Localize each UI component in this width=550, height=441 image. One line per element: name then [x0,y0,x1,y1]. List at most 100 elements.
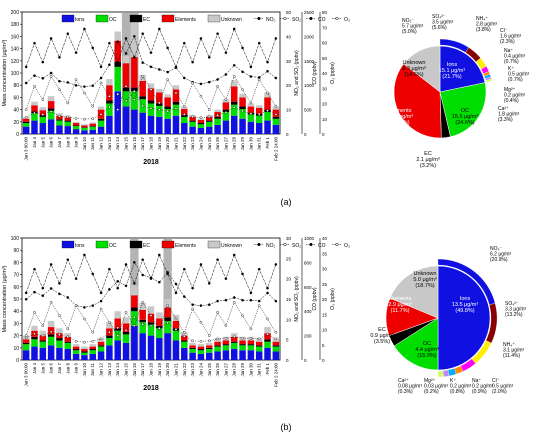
bar-ec [47,334,55,337]
bar-oc [197,124,205,128]
bar-ions [214,124,221,134]
gas-trace-point [33,111,36,115]
y3-axis-label: CO (ppbv) [312,287,318,310]
gas-trace-point [249,65,253,69]
gas-trace-point [49,75,53,78]
gas-trace-point [266,109,269,112]
y2-axis-label: NO₂ and SO₂ (ppbv) [294,50,300,96]
gas-trace-point [49,263,53,266]
bar-unknown [97,106,105,110]
gas-trace-point [266,60,269,64]
gas-trace-point [58,114,61,118]
gas-trace-point [232,253,236,257]
gas-trace-point [91,330,95,334]
right-tick-label: 25 [286,256,292,261]
gas-trace-point [99,307,103,311]
bar-ions [22,350,30,360]
bar-elements [239,97,246,107]
gas-trace-point [133,315,136,319]
bar-oc [47,336,55,346]
right-tick-label: 0 [286,132,289,137]
ion-label-name: SO₄²⁻ [432,14,446,20]
gas-trace-point [58,333,61,337]
bar-elements [181,108,188,116]
ion-label-name: Ca²⁺ [398,378,409,384]
gas-trace-point [74,51,78,54]
x-tick-label: Jan 17 [140,363,145,377]
gas-trace-point [141,104,144,108]
x-tick-label: Jan 3 00:00 [24,363,29,387]
bar-oc [197,350,205,354]
bar-oc [64,342,72,350]
ion-label-percent: (0.7%) [504,59,519,65]
bar-oc [31,339,38,347]
bar-elements [147,313,155,323]
bar-ions [22,126,30,134]
gas-trace-point [249,75,253,78]
right-tick-label: 10 [322,328,328,333]
bar-unknown [47,320,55,328]
bar-unknown [114,311,121,319]
bar-unknown [139,302,146,310]
bar-elements [255,341,263,346]
gas-trace-point [182,334,186,338]
bar-ec [197,123,205,125]
legend-marker [257,242,261,247]
right-tick-label: 40 [322,236,328,241]
gas-trace-point [174,291,178,295]
x-tick-label: Jan 10 [82,137,87,151]
bar-unknown [81,124,88,126]
gas-trace-point [33,311,36,314]
bar-elements [114,318,121,329]
pie-slice-unknown [389,265,439,319]
bar-ec [172,101,180,105]
right-tick-label: 200 [304,334,312,339]
right-tick-label: 30 [286,59,292,64]
bar-oc [164,320,171,334]
gas-trace-point [58,292,61,296]
pie-label-value: 8.3 μg/m³ [402,66,426,72]
gas-trace-point [24,65,28,69]
bar-elements [22,118,30,122]
gas-trace-point [224,98,228,101]
bar-oc [247,114,255,122]
bar-unknown [89,344,96,347]
bar-elements [255,107,263,114]
gas-trace-point [224,298,228,302]
gas-trace-point [191,303,194,307]
gas-trace-point [274,263,278,266]
bar-oc [272,118,280,125]
bar-ions [122,106,130,134]
y-tick-label: 70 [13,273,19,279]
gas-trace-point [49,71,53,75]
bar-oc [189,349,196,353]
y-axis-label: Mass concentration (μg/m³) [2,39,8,106]
gas-trace-point [133,98,136,101]
bar-ions [247,121,255,134]
gas-trace-point [257,78,261,81]
bar-elements [122,323,130,332]
bar-elements [106,85,113,101]
ion-label-name: K⁺ [508,66,514,72]
pie-slice-ions [439,45,486,93]
gas-trace-point [99,299,103,303]
x-tick-label: Jan 11 [90,137,95,151]
ion-label-percent: (0.3%) [398,389,413,395]
legend-label: EC [143,243,150,249]
x-tick-label: Feb 2 24:00 [273,363,278,388]
ion-label-name: NH₄⁺ [503,342,515,348]
ion-label-percent: (3.8%) [476,27,491,33]
bar-ions [72,353,80,360]
bar-oc [97,120,105,127]
bar-oc [264,341,271,348]
gas-trace-point [257,299,261,303]
pie-label-name: Ions [460,296,471,302]
ion-label-percent: (13.2%) [505,312,523,318]
ion-label-name: K⁺ [450,378,456,384]
gas-trace-point [216,32,219,35]
legend-swatch [61,240,75,249]
gas-trace-point [133,282,136,285]
bar-ions [31,120,38,134]
legend-label: NO₂ [266,243,276,249]
